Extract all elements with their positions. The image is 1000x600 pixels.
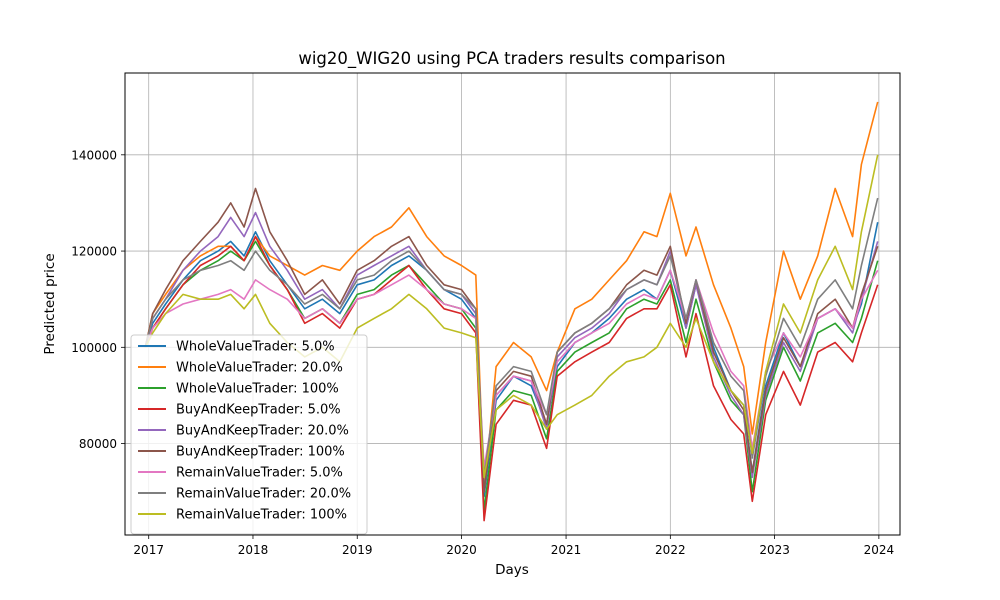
x-axis: 2017 2018 2019 2020 2021 2022 2023 2024 — [133, 535, 894, 557]
series-line-3 — [144, 240, 879, 512]
y-tick-label: 120000 — [71, 245, 117, 259]
y-tick-label: 100000 — [71, 341, 117, 355]
plot-frame — [124, 72, 901, 536]
x-tick-label: 2017 — [133, 543, 164, 557]
x-tick-label: 2018 — [238, 543, 269, 557]
x-tick-label: 2021 — [551, 543, 582, 557]
y-axis: 80000 100000 120000 140000 — [71, 148, 125, 451]
x-tick-label: 2024 — [864, 543, 895, 557]
y-tick-label: 140000 — [71, 148, 117, 162]
legend-label: BuyAndKeepTrader: 20.0% — [176, 424, 349, 439]
x-tick-label: 2022 — [655, 543, 686, 557]
legend-label: BuyAndKeepTrader: 100% — [176, 445, 345, 460]
x-tick-label: 2023 — [759, 543, 790, 557]
legend-label: WholeValueTrader: 5.0% — [176, 340, 335, 355]
series-line-9 — [144, 154, 879, 479]
legend-label: WholeValueTrader: 100% — [176, 382, 339, 397]
series-line-8 — [144, 197, 879, 479]
x-axis-label: Days — [495, 562, 529, 578]
plot-lines — [144, 101, 879, 522]
legend-label: RemainValueTrader: 100% — [176, 508, 347, 523]
y-axis-label: Predicted price — [42, 253, 58, 354]
series-line-4 — [144, 235, 879, 522]
legend-label: RemainValueTrader: 5.0% — [176, 466, 343, 481]
series-line-6 — [144, 187, 879, 493]
chart-title: wig20_WIG20 using PCA traders results co… — [298, 49, 725, 69]
legend-box — [130, 334, 368, 535]
x-tick-label: 2020 — [446, 543, 477, 557]
legend-label: WholeValueTrader: 20.0% — [176, 361, 343, 376]
legend: WholeValueTrader: 5.0% WholeValueTrader: … — [130, 334, 368, 535]
x-tick-label: 2019 — [342, 543, 373, 557]
y-tick-label: 80000 — [79, 437, 117, 451]
legend-label: BuyAndKeepTrader: 5.0% — [176, 403, 341, 418]
legend-label: RemainValueTrader: 20.0% — [176, 487, 351, 502]
